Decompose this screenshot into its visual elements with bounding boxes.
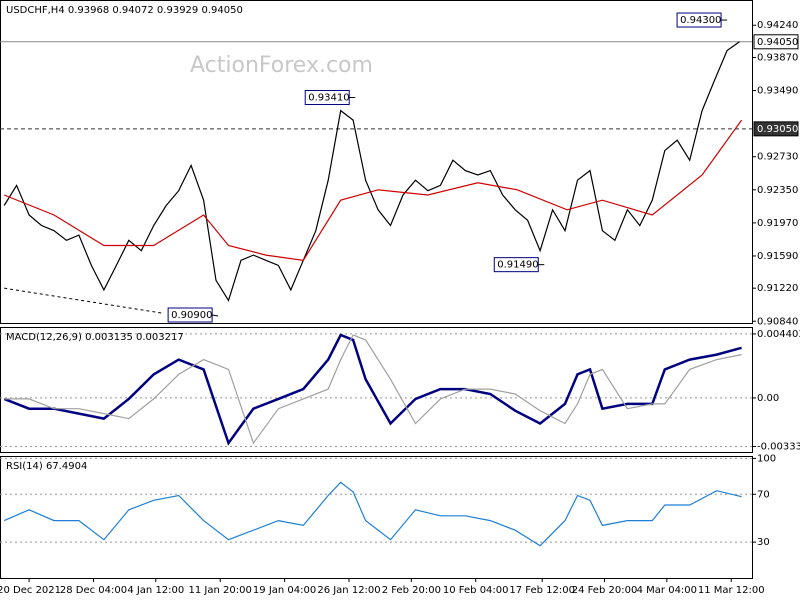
watermark: ActionForex.com <box>190 53 373 78</box>
callout-box <box>304 90 350 106</box>
series-line <box>3 41 740 302</box>
x-tick-label: 11 Mar 12:00 <box>698 585 765 596</box>
panel-frame <box>0 327 753 453</box>
y-tick-label: 0.91220 <box>757 283 798 294</box>
y-tick-label: 0.94240 <box>757 20 798 31</box>
x-tick-label: 24 Feb 20:00 <box>572 585 638 596</box>
callout-label: 0.91490 <box>497 260 538 271</box>
y-tick-label: 30 <box>757 537 770 548</box>
callout-box <box>493 257 539 273</box>
panel-frame <box>0 456 753 579</box>
series-line <box>3 119 743 261</box>
x-tick-label: 2 Feb 20:00 <box>382 585 441 596</box>
x-tick-label: 26 Jan 12:00 <box>317 585 380 596</box>
y-tick-label: 0.91970 <box>757 218 798 229</box>
callout-label: 0.90900 <box>171 310 212 321</box>
panel-title: USDCHF,H4 0.93968 0.94072 0.93929 0.9405… <box>6 5 243 16</box>
y-tick-label: 70 <box>757 489 770 500</box>
panel-title: RSI(14) 67.4904 <box>6 461 87 472</box>
callout-label: 0.93410 <box>308 93 349 104</box>
x-tick-label: 19 Jan 04:00 <box>253 585 316 596</box>
y-tick-label: 0.90840 <box>757 316 798 327</box>
y-tick-label: 0.91590 <box>757 251 798 262</box>
series-line <box>4 334 742 445</box>
y-tick-label: 0.004403 <box>757 329 800 340</box>
level-label: 0.93050 <box>757 124 798 135</box>
x-tick-label: 20 Dec 2021 <box>0 585 61 596</box>
x-tick-label: 10 Feb 04:00 <box>443 585 509 596</box>
x-tick-label: 28 Dec 04:00 <box>60 585 127 596</box>
y-tick-label: 0.92730 <box>757 152 798 163</box>
y-tick-label: 0.00 <box>757 393 779 404</box>
y-tick-label: 0.92350 <box>757 185 798 196</box>
x-tick-label: 4 Jan 12:00 <box>127 585 184 596</box>
callout-label: 0.94300 <box>680 15 721 26</box>
x-tick-label: 11 Jan 20:00 <box>189 585 252 596</box>
y-tick-label: 0.93490 <box>757 86 798 97</box>
series-line <box>3 333 742 446</box>
series-line <box>3 481 742 547</box>
trendline <box>4 287 165 314</box>
x-tick-label: 17 Feb 12:00 <box>509 585 575 596</box>
x-tick-label: 4 Mar 04:00 <box>637 585 697 596</box>
level-label-box <box>753 34 799 50</box>
y-tick-label: -0.003338 <box>757 441 800 452</box>
panel-frame <box>0 0 753 324</box>
callout-leader <box>212 314 219 317</box>
callout-box <box>167 307 213 323</box>
level-label-box <box>753 121 799 137</box>
panel-title: MACD(12,26,9) 0.003135 0.003217 <box>6 332 184 343</box>
y-tick-label: 0.93870 <box>757 52 798 63</box>
level-label: 0.94050 <box>757 37 798 48</box>
callout-box <box>676 12 722 28</box>
y-tick-label: 100 <box>757 453 776 464</box>
